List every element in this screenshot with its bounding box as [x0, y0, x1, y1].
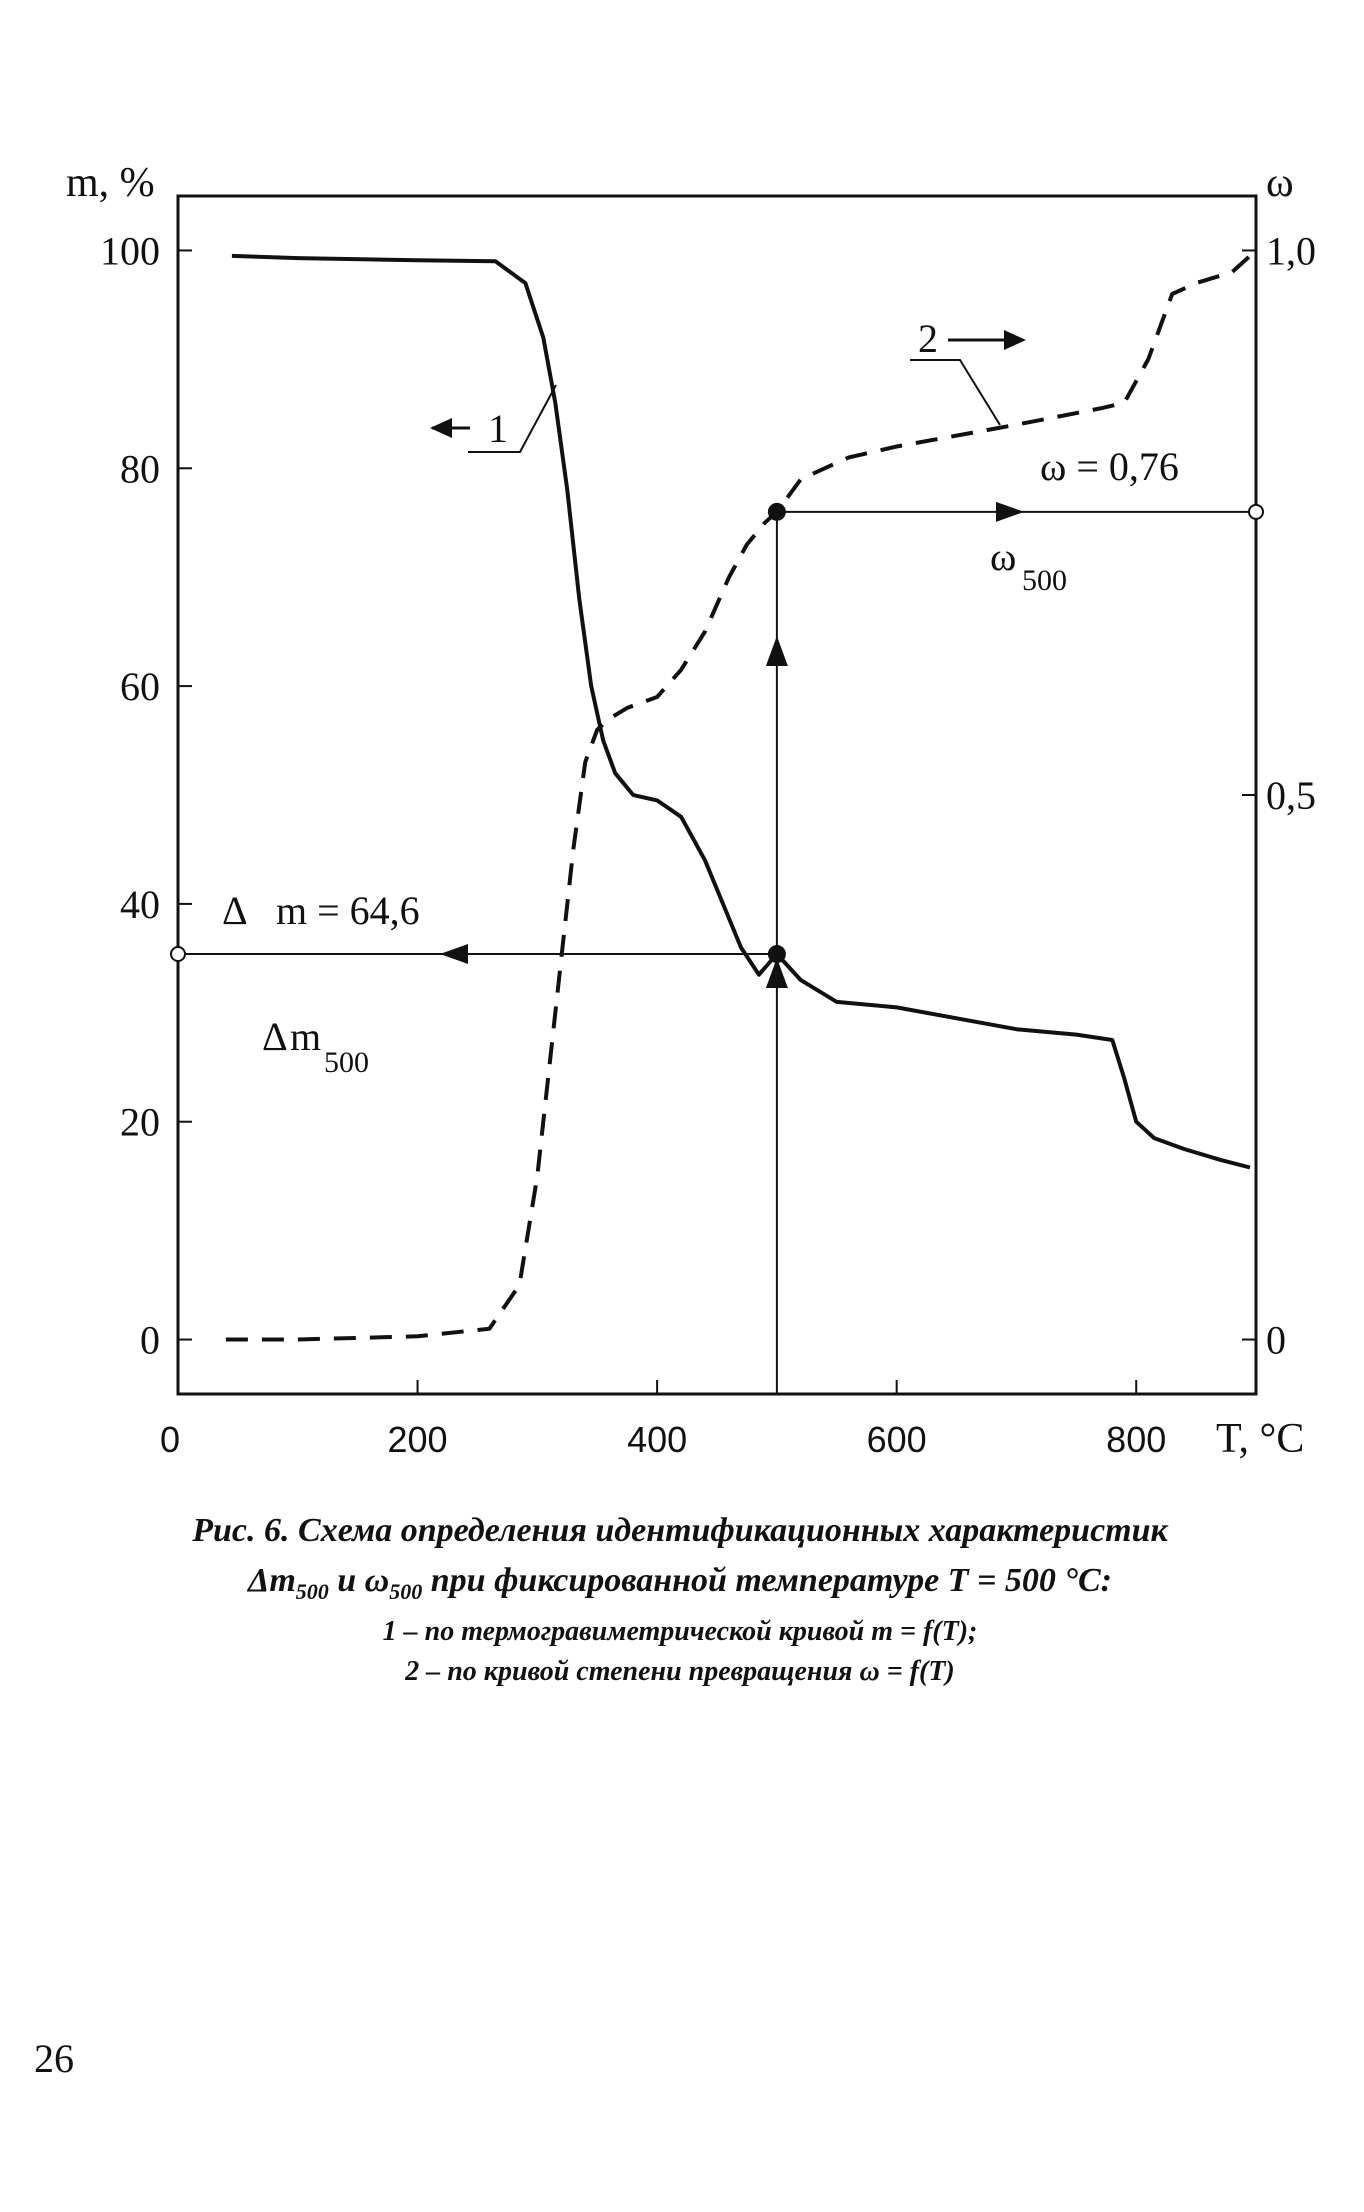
y-right-axis-title: ω [1266, 160, 1294, 206]
y-right-tick-label: 0 [1266, 1318, 1286, 1363]
omega-value-label: ω = 0,76 [1040, 444, 1179, 489]
text-layer: 0 20 40 60 80 100 0 0,5 1,0 0 200 400 600 800 m, % ω T, … [66, 160, 1316, 1462]
caption-line-3: 1 – по термогравиметрической кривой m = … [80, 1616, 1280, 1648]
caption-line-4-text: 2 – по кривой степени превращения ω = f(… [405, 1656, 955, 1687]
caption-dm-subscript: 500 [295, 1578, 329, 1604]
y-left-tick-label: 0 [140, 1318, 160, 1363]
left-arrow-mass [440, 944, 468, 965]
y-left-axis-title: m, % [66, 160, 155, 206]
series-2-line [225, 249, 1258, 1342]
mass-axis-marker [170, 946, 186, 963]
x-tick-label: 0 [160, 1419, 180, 1460]
caption-line-1-text: Рис. 6. Схема определения идентификацион… [192, 1512, 1168, 1549]
up-arrow-upper [765, 636, 788, 666]
curve-2-arrow-head [1004, 330, 1026, 350]
series-layer [225, 249, 1258, 1342]
caption-line-3-text: 1 – по термогравиметрической кривой m = … [382, 1616, 978, 1647]
curve-1-leader [468, 384, 557, 453]
caption-line-2-rest: при фиксированной температуре T = 500 °C… [422, 1562, 1112, 1599]
page-number: 26 [34, 2036, 74, 2081]
delta-m-symbol: Δ [222, 888, 248, 933]
plot-border [176, 194, 1258, 1396]
y-left-tick-label: 20 [120, 1100, 160, 1145]
mass-point-marker [767, 945, 786, 964]
y-right-tick-label: 0,5 [1266, 773, 1316, 818]
y-left-tick-label: 80 [120, 446, 160, 491]
y-left-tick-label: 100 [100, 228, 160, 273]
right-arrow-omega [996, 501, 1024, 522]
omega-point-marker [767, 502, 786, 521]
caption-line-2: Δm500 и ω500 при фиксированной температу… [80, 1562, 1280, 1605]
delta-m-500-delta: Δ [262, 1014, 288, 1059]
caption-line-1: Рис. 6. Схема определения идентификацион… [80, 1512, 1280, 1550]
delta-m-500-symbol: m [290, 1014, 321, 1059]
y-left-tick-label: 40 [120, 882, 160, 927]
x-tick-label: 400 [627, 1419, 687, 1460]
caption-omega-symbol: и ω [328, 1562, 390, 1599]
y-right-tick-label: 1,0 [1266, 228, 1316, 273]
series-1-line [231, 253, 1251, 1170]
omega-500-symbol: ω [990, 534, 1016, 579]
delta-m-value-label: m = 64,6 [276, 888, 420, 933]
caption-omega-subscript: 500 [389, 1578, 423, 1604]
plot-frame [176, 194, 1258, 1396]
omega-500-subscript: 500 [1022, 564, 1067, 597]
caption-line-4: 2 – по кривой степени превращения ω = f(… [80, 1656, 1280, 1688]
curve-1-label: 1 [488, 406, 508, 451]
caption-dm-symbol: Δm [248, 1562, 296, 1599]
x-tick-label: 800 [1106, 1419, 1166, 1460]
y-left-tick-label: 60 [120, 664, 160, 709]
omega-axis-marker [1248, 503, 1264, 520]
up-arrow-lower [765, 958, 788, 989]
delta-m-500-subscript: 500 [324, 1046, 369, 1079]
x-axis-title: T, °C [1216, 1416, 1304, 1462]
guide-layer [170, 330, 1264, 1394]
curve-2-label: 2 [918, 316, 938, 361]
x-tick-label: 200 [388, 1419, 448, 1460]
x-tick-label: 600 [867, 1419, 927, 1460]
curve-2-leader [910, 359, 1001, 426]
curve-1-arrow-head [430, 418, 452, 438]
tick-layer [177, 249, 1256, 1394]
